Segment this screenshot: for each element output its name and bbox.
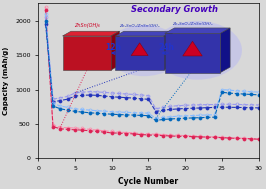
Polygon shape <box>220 28 230 73</box>
Polygon shape <box>63 36 111 70</box>
Y-axis label: Capacity (mAh/g): Capacity (mAh/g) <box>3 47 10 115</box>
Polygon shape <box>115 31 172 36</box>
Polygon shape <box>63 31 119 36</box>
Text: ZnSn(OH)₆: ZnSn(OH)₆ <box>74 23 100 28</box>
Text: Zn₂SnO₄/ZnSn(OH)₆: Zn₂SnO₄/ZnSn(OH)₆ <box>119 24 160 28</box>
Polygon shape <box>164 31 172 70</box>
Ellipse shape <box>153 21 242 80</box>
Text: 24h: 24h <box>158 43 174 52</box>
Text: Zn₂SnO₄/ZnSn(OH)₆: Zn₂SnO₄/ZnSn(OH)₆ <box>172 22 213 26</box>
FancyArrowPatch shape <box>163 52 168 54</box>
Polygon shape <box>183 41 202 56</box>
FancyArrowPatch shape <box>112 52 115 54</box>
Polygon shape <box>165 28 230 33</box>
X-axis label: Cycle Number: Cycle Number <box>118 177 178 186</box>
Text: 12h: 12h <box>105 43 121 52</box>
Polygon shape <box>115 36 164 70</box>
Polygon shape <box>111 31 119 70</box>
Ellipse shape <box>105 25 183 76</box>
Polygon shape <box>131 43 148 56</box>
Polygon shape <box>165 33 220 73</box>
Text: Secondary Growth: Secondary Growth <box>131 5 218 14</box>
